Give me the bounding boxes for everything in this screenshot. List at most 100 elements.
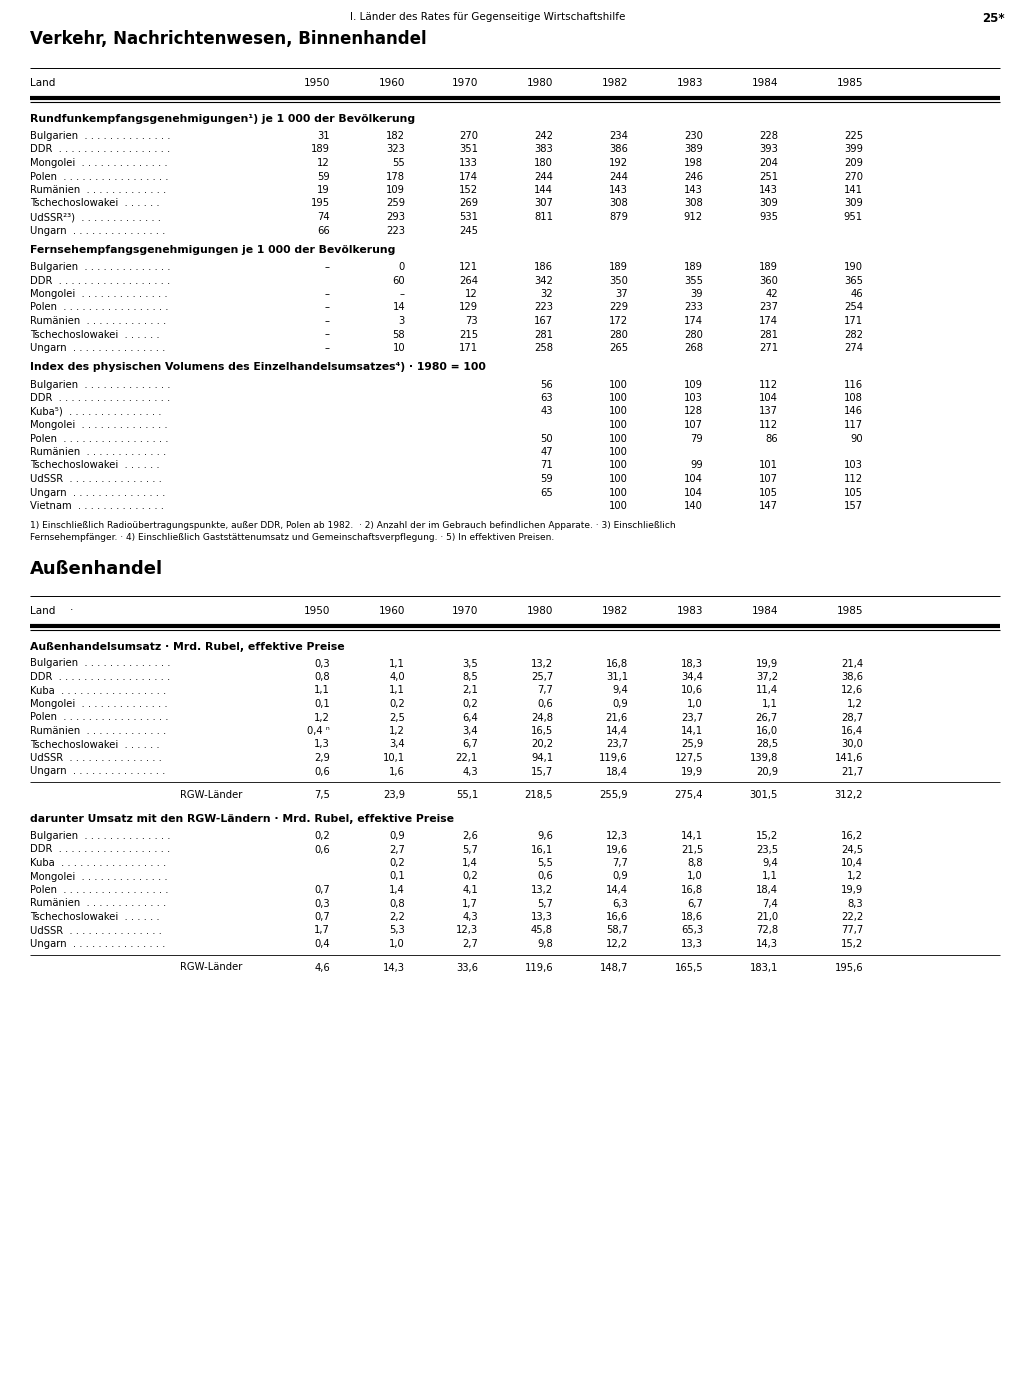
Text: –: – <box>325 303 330 313</box>
Text: 171: 171 <box>459 343 478 353</box>
Text: 1,2: 1,2 <box>314 713 330 722</box>
Text: 16,4: 16,4 <box>841 726 863 736</box>
Text: 5,7: 5,7 <box>462 845 478 854</box>
Text: 100: 100 <box>609 407 628 417</box>
Text: Mongolei  . . . . . . . . . . . . . .: Mongolei . . . . . . . . . . . . . . <box>30 871 168 882</box>
Text: 386: 386 <box>609 144 628 154</box>
Text: 230: 230 <box>684 131 703 142</box>
Text: 174: 174 <box>684 317 703 326</box>
Text: 10: 10 <box>392 343 406 353</box>
Text: 308: 308 <box>609 199 628 208</box>
Text: 2,6: 2,6 <box>462 831 478 840</box>
Text: 12,3: 12,3 <box>606 831 628 840</box>
Text: 12,6: 12,6 <box>841 686 863 696</box>
Text: 104: 104 <box>684 474 703 483</box>
Text: 308: 308 <box>684 199 703 208</box>
Text: 1,7: 1,7 <box>462 899 478 908</box>
Text: 293: 293 <box>386 213 406 222</box>
Text: 19,9: 19,9 <box>841 885 863 895</box>
Text: 148,7: 148,7 <box>600 963 628 972</box>
Text: 1,1: 1,1 <box>389 686 406 696</box>
Text: 100: 100 <box>609 461 628 471</box>
Text: UdSSR  . . . . . . . . . . . . . . .: UdSSR . . . . . . . . . . . . . . . <box>30 925 162 936</box>
Text: Bulgarien  . . . . . . . . . . . . . .: Bulgarien . . . . . . . . . . . . . . <box>30 658 171 668</box>
Text: 172: 172 <box>609 317 628 326</box>
Text: 23,9: 23,9 <box>383 790 406 800</box>
Text: 1980: 1980 <box>526 606 553 615</box>
Text: 1) Einschließlich Radioübertragungspunkte, außer DDR, Polen ab 1982.  · 2) Anzah: 1) Einschließlich Radioübertragungspunkt… <box>30 521 676 529</box>
Text: Bulgarien  . . . . . . . . . . . . . .: Bulgarien . . . . . . . . . . . . . . <box>30 263 171 272</box>
Text: 912: 912 <box>684 213 703 222</box>
Text: 3,4: 3,4 <box>463 726 478 736</box>
Text: 1983: 1983 <box>677 78 703 88</box>
Text: 171: 171 <box>844 317 863 326</box>
Text: Index des physischen Volumens des Einzelhandelsumsatzes⁴) · 1980 = 100: Index des physischen Volumens des Einzel… <box>30 363 485 372</box>
Text: 242: 242 <box>534 131 553 142</box>
Text: 6,7: 6,7 <box>687 899 703 908</box>
Text: 21,0: 21,0 <box>756 913 778 922</box>
Text: 0,4: 0,4 <box>314 939 330 949</box>
Text: Mongolei  . . . . . . . . . . . . . .: Mongolei . . . . . . . . . . . . . . <box>30 419 168 431</box>
Text: 1,2: 1,2 <box>389 726 406 736</box>
Text: 1,0: 1,0 <box>687 871 703 882</box>
Text: 4,1: 4,1 <box>462 885 478 895</box>
Text: 167: 167 <box>534 317 553 326</box>
Text: 1,7: 1,7 <box>314 925 330 936</box>
Text: 7,5: 7,5 <box>314 790 330 800</box>
Text: 2,9: 2,9 <box>314 753 330 763</box>
Text: 165,5: 165,5 <box>675 963 703 972</box>
Text: Polen  . . . . . . . . . . . . . . . . .: Polen . . . . . . . . . . . . . . . . . <box>30 713 169 722</box>
Text: 58,7: 58,7 <box>606 925 628 936</box>
Text: 14,3: 14,3 <box>756 939 778 949</box>
Text: 237: 237 <box>759 303 778 313</box>
Text: 13,2: 13,2 <box>530 658 553 668</box>
Text: 14,4: 14,4 <box>606 885 628 895</box>
Text: 100: 100 <box>609 447 628 457</box>
Text: 0,8: 0,8 <box>314 672 330 682</box>
Text: 246: 246 <box>684 171 703 182</box>
Text: DDR  . . . . . . . . . . . . . . . . . .: DDR . . . . . . . . . . . . . . . . . . <box>30 144 170 154</box>
Text: 0,9: 0,9 <box>612 699 628 708</box>
Text: 103: 103 <box>844 461 863 471</box>
Text: Ungarn  . . . . . . . . . . . . . . .: Ungarn . . . . . . . . . . . . . . . <box>30 343 165 353</box>
Text: 55,1: 55,1 <box>456 790 478 800</box>
Text: 19: 19 <box>317 185 330 194</box>
Text: 11,4: 11,4 <box>756 686 778 696</box>
Text: 274: 274 <box>844 343 863 353</box>
Text: 117: 117 <box>844 419 863 431</box>
Text: 355: 355 <box>684 275 703 286</box>
Text: darunter Umsatz mit den RGW-Ländern · Mrd. Rubel, effektive Preise: darunter Umsatz mit den RGW-Ländern · Mr… <box>30 814 454 824</box>
Text: 264: 264 <box>459 275 478 286</box>
Text: 270: 270 <box>459 131 478 142</box>
Text: 38,6: 38,6 <box>841 672 863 682</box>
Text: 3: 3 <box>398 317 406 326</box>
Text: Außenhandel: Außenhandel <box>30 561 163 578</box>
Text: Ungarn  . . . . . . . . . . . . . . .: Ungarn . . . . . . . . . . . . . . . <box>30 767 165 776</box>
Text: 13,2: 13,2 <box>530 885 553 895</box>
Text: 5,3: 5,3 <box>389 925 406 936</box>
Text: 19,6: 19,6 <box>606 845 628 854</box>
Text: 25,9: 25,9 <box>681 739 703 750</box>
Text: 2,5: 2,5 <box>389 713 406 722</box>
Text: 10,6: 10,6 <box>681 686 703 696</box>
Text: 26,7: 26,7 <box>756 713 778 722</box>
Text: 59: 59 <box>317 171 330 182</box>
Text: DDR  . . . . . . . . . . . . . . . . . .: DDR . . . . . . . . . . . . . . . . . . <box>30 393 170 403</box>
Text: 34,4: 34,4 <box>681 672 703 682</box>
Text: 19,9: 19,9 <box>681 767 703 776</box>
Text: 351: 351 <box>459 144 478 154</box>
Text: 65,3: 65,3 <box>681 925 703 936</box>
Text: 2,1: 2,1 <box>462 686 478 696</box>
Text: 55: 55 <box>392 158 406 168</box>
Text: Außenhandelsumsatz · Mrd. Rubel, effektive Preise: Außenhandelsumsatz · Mrd. Rubel, effekti… <box>30 642 345 651</box>
Text: 360: 360 <box>759 275 778 286</box>
Text: 0,6: 0,6 <box>314 767 330 776</box>
Text: 223: 223 <box>534 303 553 313</box>
Text: UdSSR  . . . . . . . . . . . . . . .: UdSSR . . . . . . . . . . . . . . . <box>30 474 162 483</box>
Text: 104: 104 <box>759 393 778 403</box>
Text: Tschechoslowakei  . . . . . .: Tschechoslowakei . . . . . . <box>30 461 160 471</box>
Text: 4,0: 4,0 <box>389 672 406 682</box>
Text: 139,8: 139,8 <box>750 753 778 763</box>
Text: Mongolei  . . . . . . . . . . . . . .: Mongolei . . . . . . . . . . . . . . <box>30 158 168 168</box>
Text: 174: 174 <box>459 171 478 182</box>
